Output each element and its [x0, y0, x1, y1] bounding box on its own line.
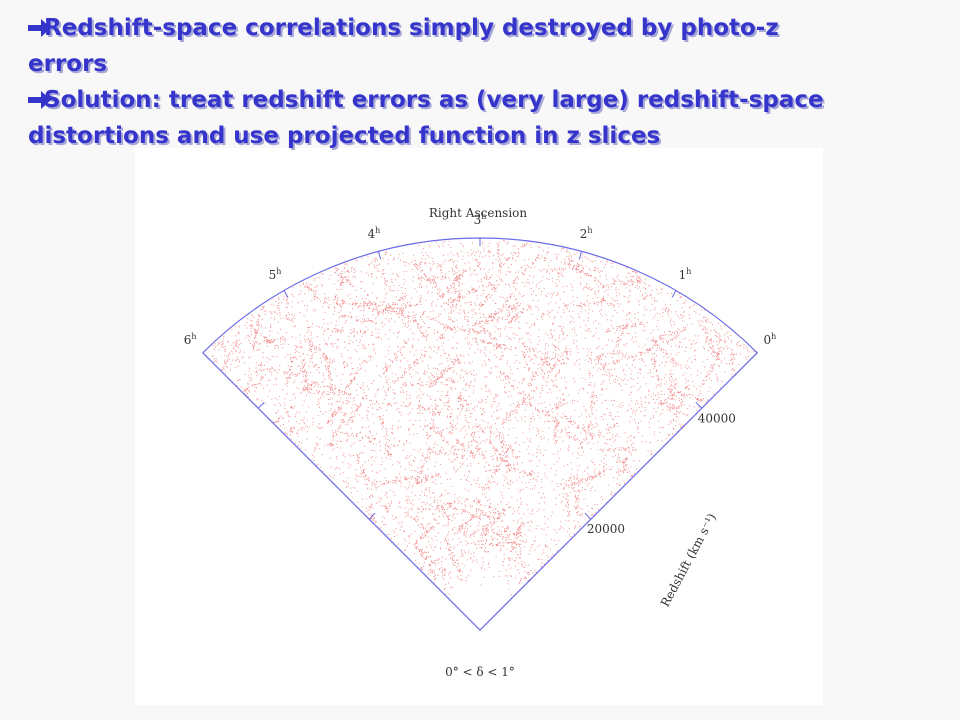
ra-tick — [283, 290, 289, 298]
redshift-axis-label: Redshift (km s⁻¹) — [658, 511, 719, 609]
bullet: Solution: treat redshift errors as (very… — [28, 82, 858, 154]
figure-panel — [135, 148, 823, 705]
hour-symbol: h — [771, 332, 776, 341]
hour-symbol: h — [375, 226, 380, 235]
ra-label: 3h — [474, 212, 487, 227]
redshift-tick — [584, 512, 592, 520]
arrow-bullet — [28, 91, 51, 109]
ra-hour: 5 — [269, 268, 277, 282]
ra-hour: 0 — [764, 333, 772, 347]
hour-symbol: h — [587, 226, 592, 235]
declination-range: 0° < δ < 1° — [445, 665, 515, 679]
figure-title: Right Ascension — [429, 206, 528, 220]
ra-hour: 1 — [679, 268, 687, 282]
galaxy-scatter — [212, 239, 755, 596]
ra-tick — [751, 352, 758, 359]
ra-hour: 6 — [184, 333, 192, 347]
bullet: Redshift-space correlations simply destr… — [28, 10, 858, 82]
ra-hour: 4 — [367, 227, 375, 241]
redshift-tick — [695, 401, 703, 409]
cone-outline — [202, 237, 759, 631]
bullet-list: Redshift-space correlations simply destr… — [28, 10, 858, 154]
ra-label: 2h — [580, 226, 593, 241]
redshift-tick — [257, 401, 265, 409]
ra-tick — [202, 352, 209, 359]
ra-hour: 2 — [580, 227, 588, 241]
ra-label: 6h — [184, 332, 197, 347]
ra-label: 5h — [269, 267, 282, 282]
redshift-label: 40000 — [698, 411, 736, 425]
bullet-text: Redshift-space correlations simply destr… — [28, 15, 779, 77]
galaxy-points — [212, 239, 755, 596]
ra-label: 0h — [764, 332, 777, 347]
redshift-tick — [368, 512, 376, 520]
bullet-text: Solution: treat redshift errors as (very… — [28, 87, 824, 149]
hour-symbol: h — [191, 332, 196, 341]
arrow-bullet — [28, 19, 51, 37]
ra-tick — [578, 251, 582, 260]
ra-tick — [378, 251, 382, 260]
ra-hour: 3 — [474, 213, 482, 227]
ra-label: 1h — [679, 267, 692, 282]
hour-symbol: h — [481, 212, 486, 221]
ra-tick — [671, 290, 677, 298]
redshift-label: 20000 — [587, 522, 625, 536]
hour-symbol: h — [686, 267, 691, 276]
hour-symbol: h — [276, 267, 281, 276]
ra-label: 4h — [367, 226, 380, 241]
